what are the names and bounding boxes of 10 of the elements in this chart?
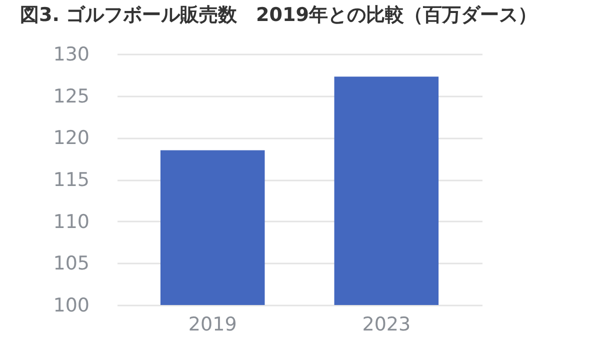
y-tick-label: 130 xyxy=(53,44,90,66)
y-tick-label: 120 xyxy=(53,127,90,150)
x-tick-label: 2023 xyxy=(362,314,411,336)
x-tick-label: 2019 xyxy=(188,314,237,336)
chart-title: 図3. ゴルフボール販売数 2019年との比較（百万ダース） xyxy=(20,4,537,26)
y-tick-label: 110 xyxy=(53,210,90,233)
y-tick-label: 125 xyxy=(53,85,90,108)
y-tick-label: 105 xyxy=(53,252,90,275)
y-tick-label: 100 xyxy=(53,294,90,316)
y-tick-label: 115 xyxy=(53,169,90,191)
